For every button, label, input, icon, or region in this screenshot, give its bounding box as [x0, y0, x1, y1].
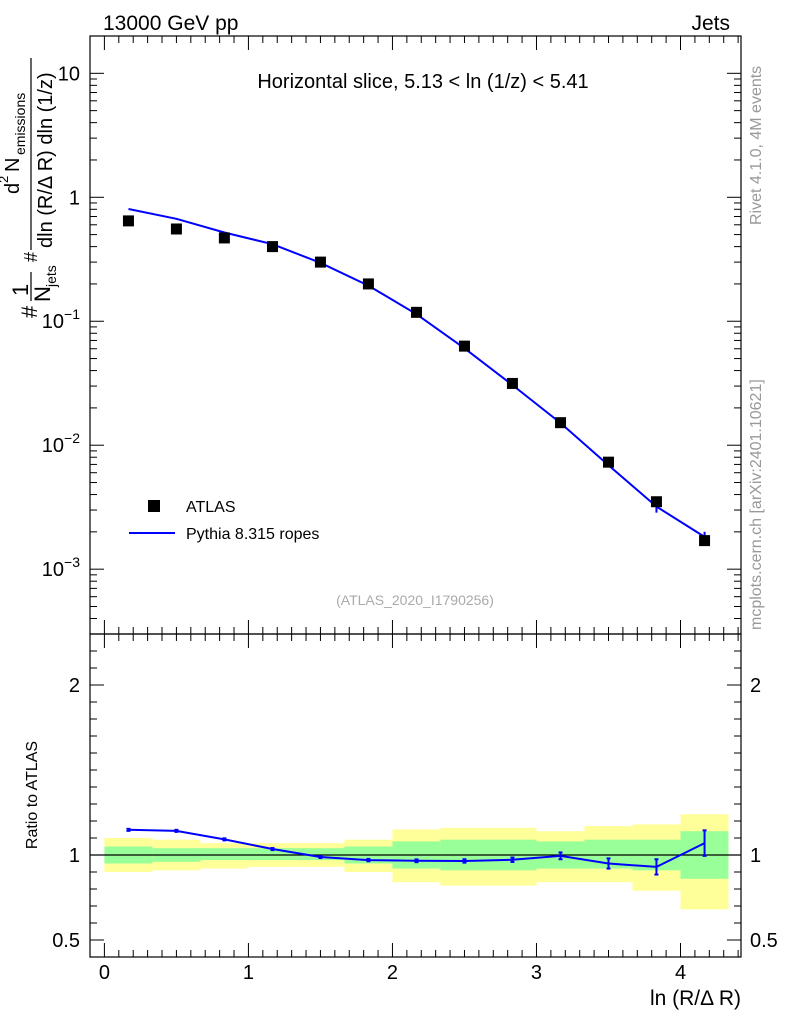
ylabel-frac-den-sub: jets	[43, 265, 59, 288]
main-plot-content	[122, 208, 711, 547]
x-tick-label: 0	[99, 962, 110, 984]
atlas-data-point	[122, 215, 134, 227]
main-frame	[89, 35, 742, 635]
ratio-stat-uncertainty-band	[248, 848, 297, 861]
atlas-data-point	[699, 535, 711, 547]
atlas-data-point	[506, 377, 518, 389]
ratio-y-axis-title: Ratio to ATLAS	[24, 741, 41, 849]
analysis-watermark: (ATLAS_2020_I1790256)	[336, 592, 494, 608]
main-y-axis-labels: 10 1 10−1 10−2 10−3	[42, 63, 80, 581]
x-tick-label: 3	[531, 962, 542, 984]
ratio-y-tick-label-left: 2	[69, 675, 80, 697]
ylabel-hash-1: #	[17, 305, 42, 318]
main-y-tick-label: 1	[69, 187, 80, 209]
atlas-data-point	[650, 496, 662, 508]
ratio-y-axis-ticks: 2 2 1 1 0.5 0.5	[52, 633, 778, 952]
main-y-axis-title: # 1 N jets # d 2 N emissions dln (R/Δ R)…	[0, 58, 59, 318]
atlas-data-point	[555, 417, 567, 429]
ratio-x-axis-ticks: 0 1 2 3 4	[99, 634, 739, 984]
ratio-frame	[89, 633, 742, 958]
ratio-stat-uncertainty-band	[296, 848, 345, 861]
main-y-tick-label: 10−1	[42, 306, 80, 333]
legend-atlas-label: ATLAS	[186, 499, 236, 516]
x-axis-title: ln (R/Δ R)	[650, 987, 741, 1010]
ratio-y-tick-label-right: 2	[750, 675, 761, 697]
ylabel-frac-den: N	[30, 286, 55, 302]
ratio-y-tick-label-left: 1	[69, 845, 80, 867]
ratio-panel: 2 2 1 1 0.5 0.5 0 1 2 3 4 Ratio to ATLAS ln (R/Δ …	[24, 633, 778, 1010]
mcplots-label: mcplots.cern.ch [arXiv:2401.10621]	[748, 379, 765, 630]
atlas-data-point	[362, 278, 374, 290]
legend-atlas-marker	[148, 500, 160, 512]
atlas-data-point	[602, 456, 614, 468]
main-y-tick-label: 10−3	[42, 554, 80, 581]
atlas-data-point	[170, 223, 182, 235]
x-tick-label: 2	[387, 962, 398, 984]
pythia-series-line	[128, 208, 706, 538]
ylabel-d2-sup: 2	[0, 176, 11, 183]
ratio-y-tick-label-right: 0.5	[750, 930, 778, 952]
atlas-data-point	[458, 340, 470, 352]
slice-title: Horizontal slice, 5.13 < ln (1/z) < 5.41	[257, 71, 588, 93]
atlas-data-point	[314, 256, 326, 268]
ratio-y-tick-label-left: 0.5	[52, 930, 80, 952]
atlas-data-point	[266, 241, 278, 253]
atlas-data-point	[218, 232, 230, 244]
legend: ATLAS Pythia 8.315 ropes	[129, 499, 319, 543]
ylabel-n-sub: emissions	[12, 93, 28, 155]
ratio-plot-content	[90, 814, 741, 910]
main-panel: 10 1 10−1 10−2 10−3 Horizontal slice, 5.13 <…	[0, 35, 742, 635]
atlas-data-point	[411, 306, 423, 318]
ratio-stat-uncertainty-band	[200, 848, 249, 861]
x-tick-label: 1	[243, 962, 254, 984]
rivet-version-label: Rivet 4.1.0, 4M events	[748, 66, 765, 225]
ylabel-hash-2: #	[21, 252, 41, 262]
x-tick-label: 4	[675, 962, 686, 984]
ylabel-d2: d	[2, 183, 24, 194]
legend-pythia-label: Pythia 8.315 ropes	[186, 526, 319, 543]
ratio-y-tick-label-right: 1	[750, 845, 761, 867]
main-y-tick-label: 10	[58, 63, 80, 85]
main-y-axis-ticks	[90, 35, 741, 635]
main-y-tick-label: 10−2	[42, 430, 80, 457]
header-left: 13000 GeV pp	[103, 12, 238, 35]
ylabel-frac-num: 1	[8, 284, 33, 296]
main-x-axis-ticks	[103, 36, 739, 634]
header-right: Jets	[691, 12, 730, 35]
ylabel-den: dln (R/Δ R) dln (1/z)	[35, 72, 57, 248]
ylabel-n: N	[2, 158, 24, 172]
